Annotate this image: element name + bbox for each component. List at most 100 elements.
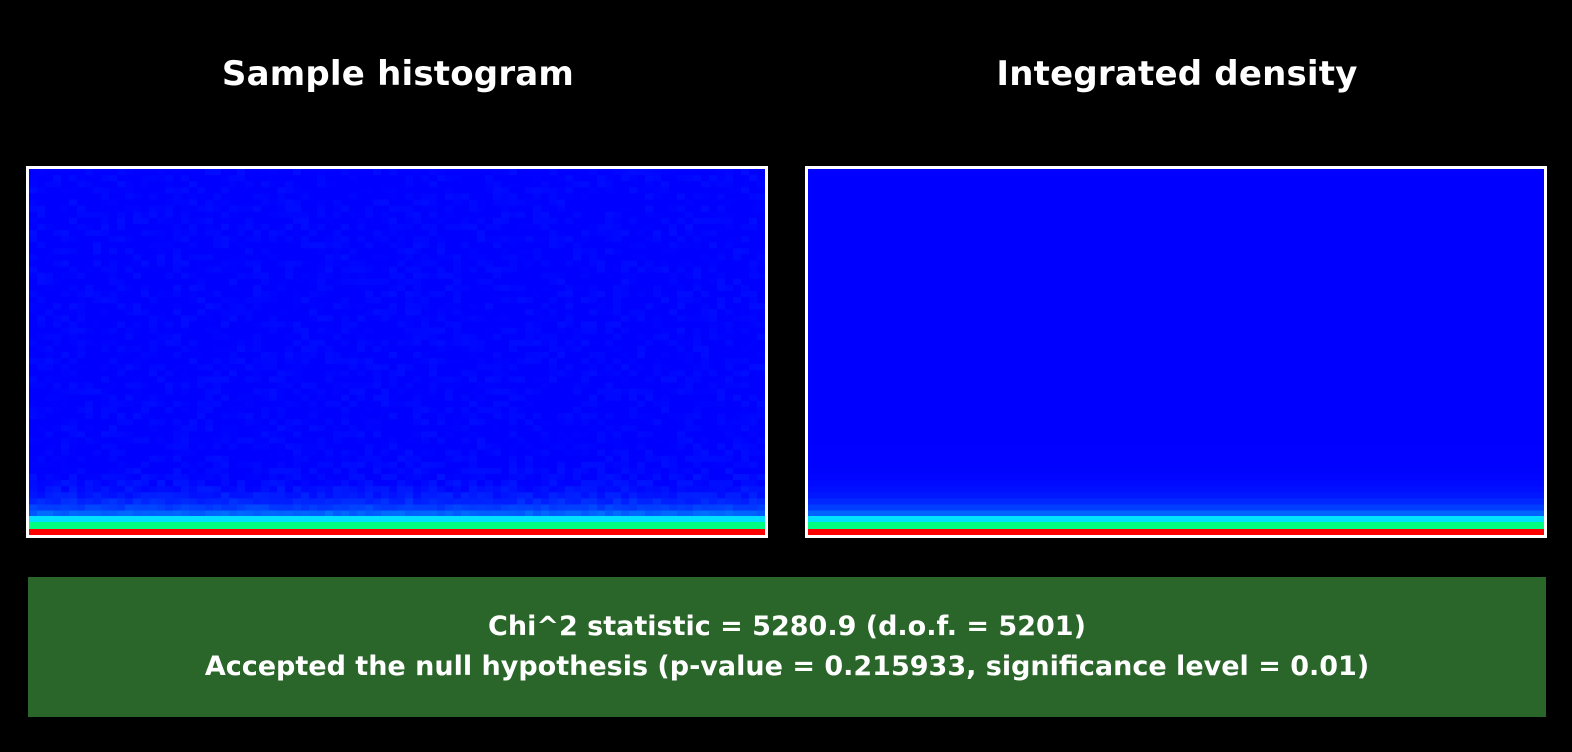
heatmap-cell — [677, 431, 686, 438]
heatmap-cell — [277, 223, 286, 231]
heatmap-cell — [389, 486, 398, 493]
heatmap-cell — [701, 284, 710, 292]
heatmap-cell — [341, 169, 350, 176]
heatmap-cell — [597, 175, 606, 182]
heatmap-cell — [669, 291, 678, 298]
heatmap-cell — [645, 467, 654, 475]
heatmap-cell — [661, 217, 670, 225]
heatmap-cell — [733, 260, 742, 268]
heatmap-cell — [133, 333, 142, 341]
heatmap-cell — [77, 364, 86, 371]
heatmap-cell — [221, 199, 230, 207]
heatmap-cell — [653, 303, 662, 310]
heatmap-cell — [661, 327, 670, 335]
heatmap-cell — [181, 443, 190, 451]
heatmap-cell — [117, 248, 126, 255]
heatmap-cell — [693, 321, 702, 329]
heatmap-cell — [557, 467, 566, 475]
heatmap-cell — [533, 486, 542, 493]
heatmap-cell — [605, 388, 614, 396]
heatmap-cell — [549, 352, 558, 359]
heatmap-cell — [365, 278, 374, 286]
heatmap-cell — [37, 333, 46, 341]
heatmap-cell — [733, 449, 742, 457]
heatmap-cell — [701, 254, 710, 262]
heatmap-cell — [565, 327, 574, 335]
heatmap-cell — [109, 169, 118, 176]
heatmap-cell — [709, 474, 718, 481]
heatmap-cell — [453, 211, 462, 219]
heatmap-cell — [69, 388, 78, 396]
heatmap-cell — [413, 400, 422, 408]
heatmap-cell — [725, 254, 734, 262]
heatmap-cell — [757, 339, 765, 347]
heatmap-cell — [597, 309, 606, 316]
heatmap-cell — [221, 242, 230, 249]
heatmap-cell — [245, 187, 254, 194]
heatmap-cell — [469, 266, 478, 274]
heatmap-cell — [173, 449, 182, 457]
heatmap-cell — [685, 272, 694, 280]
heatmap-cell — [325, 419, 334, 426]
heatmap-cell — [269, 370, 278, 377]
heatmap-cell — [397, 474, 406, 481]
heatmap-cell — [621, 400, 630, 408]
heatmap-cell — [245, 254, 254, 262]
heatmap-cell — [365, 169, 374, 176]
heatmap-cell — [533, 376, 542, 384]
heatmap-cell — [221, 315, 230, 323]
heatmap-cell — [205, 254, 214, 262]
heatmap-cell — [629, 431, 638, 438]
heatmap-cell — [653, 248, 662, 255]
heatmap-cell — [709, 431, 718, 438]
heatmap-cell — [573, 358, 582, 365]
heatmap-cell — [349, 223, 358, 231]
heatmap-cell — [421, 358, 430, 365]
heatmap-cell — [189, 345, 198, 353]
heatmap-cell — [741, 278, 750, 286]
heatmap-cell — [613, 284, 622, 292]
heatmap-cell — [589, 461, 598, 469]
heatmap-cell — [85, 339, 94, 347]
heatmap-cell — [157, 278, 166, 286]
heatmap-cell — [693, 413, 702, 420]
heatmap-cell — [341, 333, 350, 341]
heatmap-cell — [93, 394, 102, 402]
heatmap-cell — [381, 291, 390, 298]
heatmap-cell — [85, 358, 94, 365]
heatmap-cell — [125, 223, 134, 231]
heatmap-cell — [229, 425, 238, 432]
heatmap-cell — [413, 333, 422, 341]
heatmap-cell — [173, 364, 182, 371]
heatmap-cell — [525, 260, 534, 268]
heatmap-cell — [293, 480, 302, 487]
heatmap-cell — [629, 345, 638, 353]
heatmap-cell — [437, 425, 446, 432]
heatmap-cell — [69, 455, 78, 463]
heatmap-cell — [541, 175, 550, 182]
heatmap-cell — [493, 291, 502, 298]
heatmap-cell — [621, 406, 630, 414]
heatmap-cell — [509, 455, 518, 463]
heatmap-cell — [189, 278, 198, 286]
heatmap-cell — [197, 455, 206, 463]
heatmap-cell — [581, 187, 590, 194]
heatmap-cell — [285, 461, 294, 469]
heatmap-cell — [317, 388, 326, 396]
heatmap-cell — [677, 230, 686, 237]
heatmap-cell — [165, 236, 174, 243]
heatmap-cell — [653, 309, 662, 316]
heatmap-cell — [389, 370, 398, 377]
heatmap-cell — [533, 492, 542, 499]
heatmap-cell — [525, 278, 534, 286]
heatmap-cell — [477, 461, 486, 469]
heatmap-cell — [237, 498, 246, 506]
heatmap-cell — [133, 467, 142, 475]
heatmap-cell — [557, 339, 566, 347]
heatmap-cell — [389, 394, 398, 402]
heatmap-cell — [141, 315, 150, 323]
heatmap-cell — [405, 303, 414, 310]
heatmap-cell — [589, 443, 598, 451]
heatmap-cell — [133, 400, 142, 408]
heatmap-cell — [669, 187, 678, 194]
